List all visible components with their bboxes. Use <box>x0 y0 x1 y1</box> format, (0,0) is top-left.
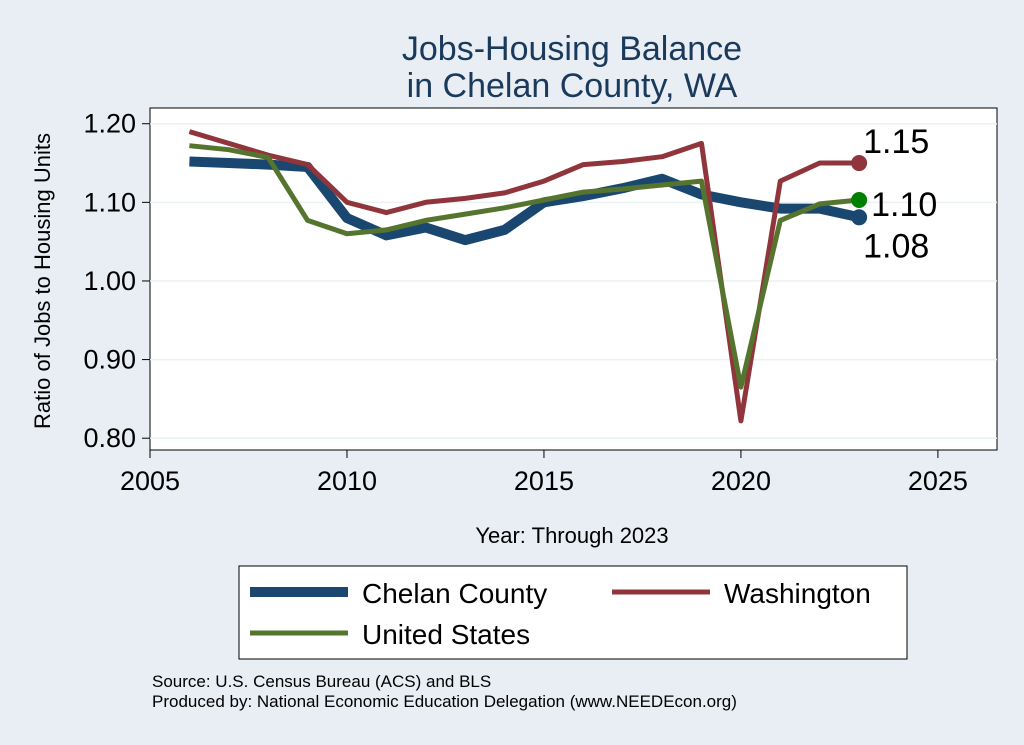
legend-label-chelan-county: Chelan County <box>362 578 547 609</box>
y-tick-label: 1.00 <box>83 266 136 296</box>
x-tick-label: 2020 <box>711 466 771 496</box>
producer-note: Produced by: National Economic Education… <box>152 692 737 711</box>
end-markers <box>851 155 868 226</box>
series-line-united-states <box>189 143 860 390</box>
x-axis-title: Year: Through 2023 <box>475 523 668 548</box>
legend: Chelan County Washington United States <box>238 565 908 660</box>
legend-label-united-states: United States <box>362 619 530 650</box>
y-tick-label: 0.80 <box>83 423 136 453</box>
end-labels: 1.08 1.15 1.10 <box>863 123 937 265</box>
legend-box <box>238 565 908 660</box>
series-line-washington <box>188 129 860 424</box>
source-note: Source: U.S. Census Bureau (ACS) and BLS <box>152 672 491 691</box>
end-marker-washington <box>851 155 868 172</box>
end-label-chelan-county: 1.08 <box>863 227 929 265</box>
series-line-chelan-county <box>189 156 861 246</box>
end-label-united-states: 1.10 <box>871 186 937 224</box>
y-axis: 0.80 0.90 1.00 1.10 1.20 <box>83 109 150 453</box>
x-axis: 2005 2010 2015 2020 2025 <box>120 450 968 496</box>
series-lines <box>188 129 861 424</box>
x-tick-label: 2005 <box>120 466 180 496</box>
legend-label-washington: Washington <box>724 578 871 609</box>
x-tick-label: 2010 <box>317 466 377 496</box>
end-label-washington: 1.15 <box>863 123 929 161</box>
y-axis-title: Ratio of Jobs to Housing Units <box>30 133 55 429</box>
y-tick-label: 1.10 <box>83 187 136 217</box>
x-tick-label: 2015 <box>514 466 574 496</box>
y-tick-label: 0.90 <box>83 345 136 375</box>
end-marker-united-states <box>851 191 868 208</box>
x-tick-label: 2025 <box>908 466 968 496</box>
chart-title-line-2: in Chelan County, WA <box>407 67 738 105</box>
y-tick-label: 1.20 <box>83 109 136 139</box>
end-marker-chelan-county <box>851 209 868 226</box>
chart-title-line-1: Jobs-Housing Balance <box>402 30 742 68</box>
